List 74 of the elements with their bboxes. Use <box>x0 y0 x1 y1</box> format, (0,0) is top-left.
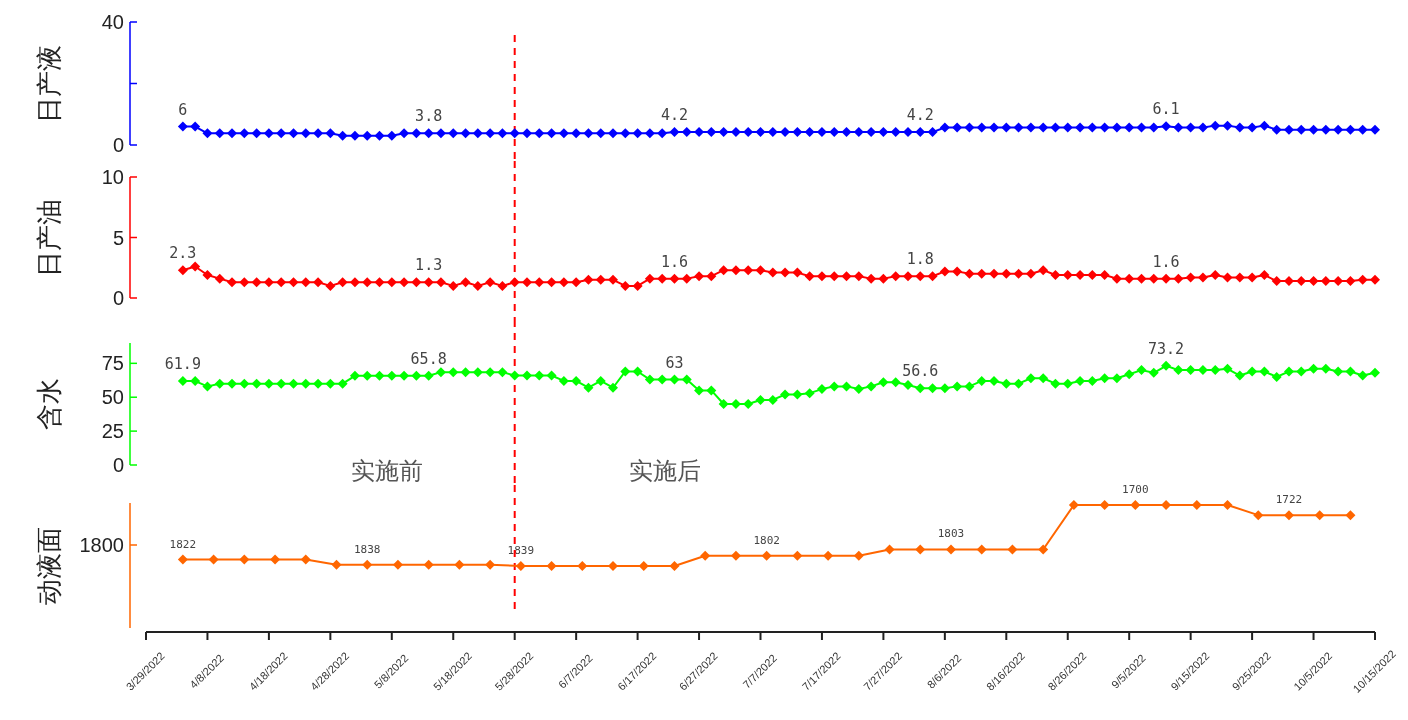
data-label: 3.8 <box>415 107 443 126</box>
y-tick-label: 10 <box>101 166 124 188</box>
point <box>300 554 311 565</box>
point <box>208 554 219 565</box>
point <box>515 560 526 571</box>
y-tick-label: 25 <box>101 420 124 443</box>
y-axis-title: 含水 <box>34 378 64 430</box>
annotation: 1822 <box>169 537 197 551</box>
point <box>1345 510 1356 521</box>
point <box>761 550 772 561</box>
point <box>1038 544 1049 555</box>
data-label: 61.9 <box>164 355 201 374</box>
data-label: 2.3 <box>169 244 197 263</box>
data-label: 1.6 <box>660 252 689 271</box>
point <box>485 559 496 570</box>
data-label: 1.3 <box>415 256 443 275</box>
y-tick-label: 5 <box>112 226 124 249</box>
annotation: 1838 <box>353 542 381 556</box>
point <box>454 559 465 570</box>
point <box>669 560 680 571</box>
point <box>1314 510 1325 521</box>
data-label: 65.8 <box>410 349 447 368</box>
point <box>976 544 987 555</box>
point <box>1253 510 1264 521</box>
point <box>239 554 250 565</box>
point <box>270 554 281 565</box>
data-label: 1.8 <box>906 250 934 269</box>
data-label: 6.1 <box>1152 100 1180 119</box>
point <box>331 559 342 570</box>
point <box>1222 500 1233 510</box>
y-tick-label: 0 <box>112 287 124 309</box>
data-label: 1.6 <box>1152 252 1180 271</box>
y-tick-label: 0 <box>112 134 124 156</box>
point <box>177 554 188 565</box>
point <box>392 559 403 570</box>
data-label: 4.2 <box>906 106 934 125</box>
point <box>884 544 895 555</box>
annotation: 实施后 <box>628 457 701 485</box>
point <box>638 560 649 571</box>
y-axis-title: 日产液 <box>34 44 64 123</box>
point <box>546 560 557 571</box>
point <box>577 560 588 571</box>
data-label: 63 <box>665 353 684 372</box>
annotation: 1802 <box>753 533 780 547</box>
annotation: 实施前 <box>350 457 423 485</box>
data-label: 73.2 <box>1148 339 1185 358</box>
point <box>1130 500 1141 510</box>
y-axis-title: 动液面 <box>34 526 64 605</box>
annotation: 1700 <box>1122 483 1149 496</box>
point <box>730 550 741 561</box>
y-tick-label: 75 <box>101 352 124 375</box>
y-tick-label: 50 <box>101 386 124 409</box>
data-label: 56.6 <box>902 362 939 381</box>
annotation: 1839 <box>507 543 535 557</box>
annotation: 1803 <box>937 527 965 541</box>
point <box>1099 500 1110 510</box>
point <box>823 550 834 561</box>
point <box>853 550 864 561</box>
point <box>700 550 711 561</box>
data-label: 4.2 <box>660 106 689 125</box>
point <box>915 544 926 555</box>
point <box>362 559 373 570</box>
point <box>423 559 434 570</box>
point <box>1007 544 1018 555</box>
y-tick-label: 0 <box>112 454 124 476</box>
y-tick-label: 40 <box>101 11 124 33</box>
annotation: 1722 <box>1275 493 1303 507</box>
point <box>792 550 803 561</box>
point <box>1068 500 1079 510</box>
point <box>945 544 956 555</box>
text: 1800 <box>79 534 124 556</box>
point <box>1283 510 1294 521</box>
data-label: 6 <box>178 100 188 119</box>
y-axis-title: 日产油 <box>34 198 64 277</box>
